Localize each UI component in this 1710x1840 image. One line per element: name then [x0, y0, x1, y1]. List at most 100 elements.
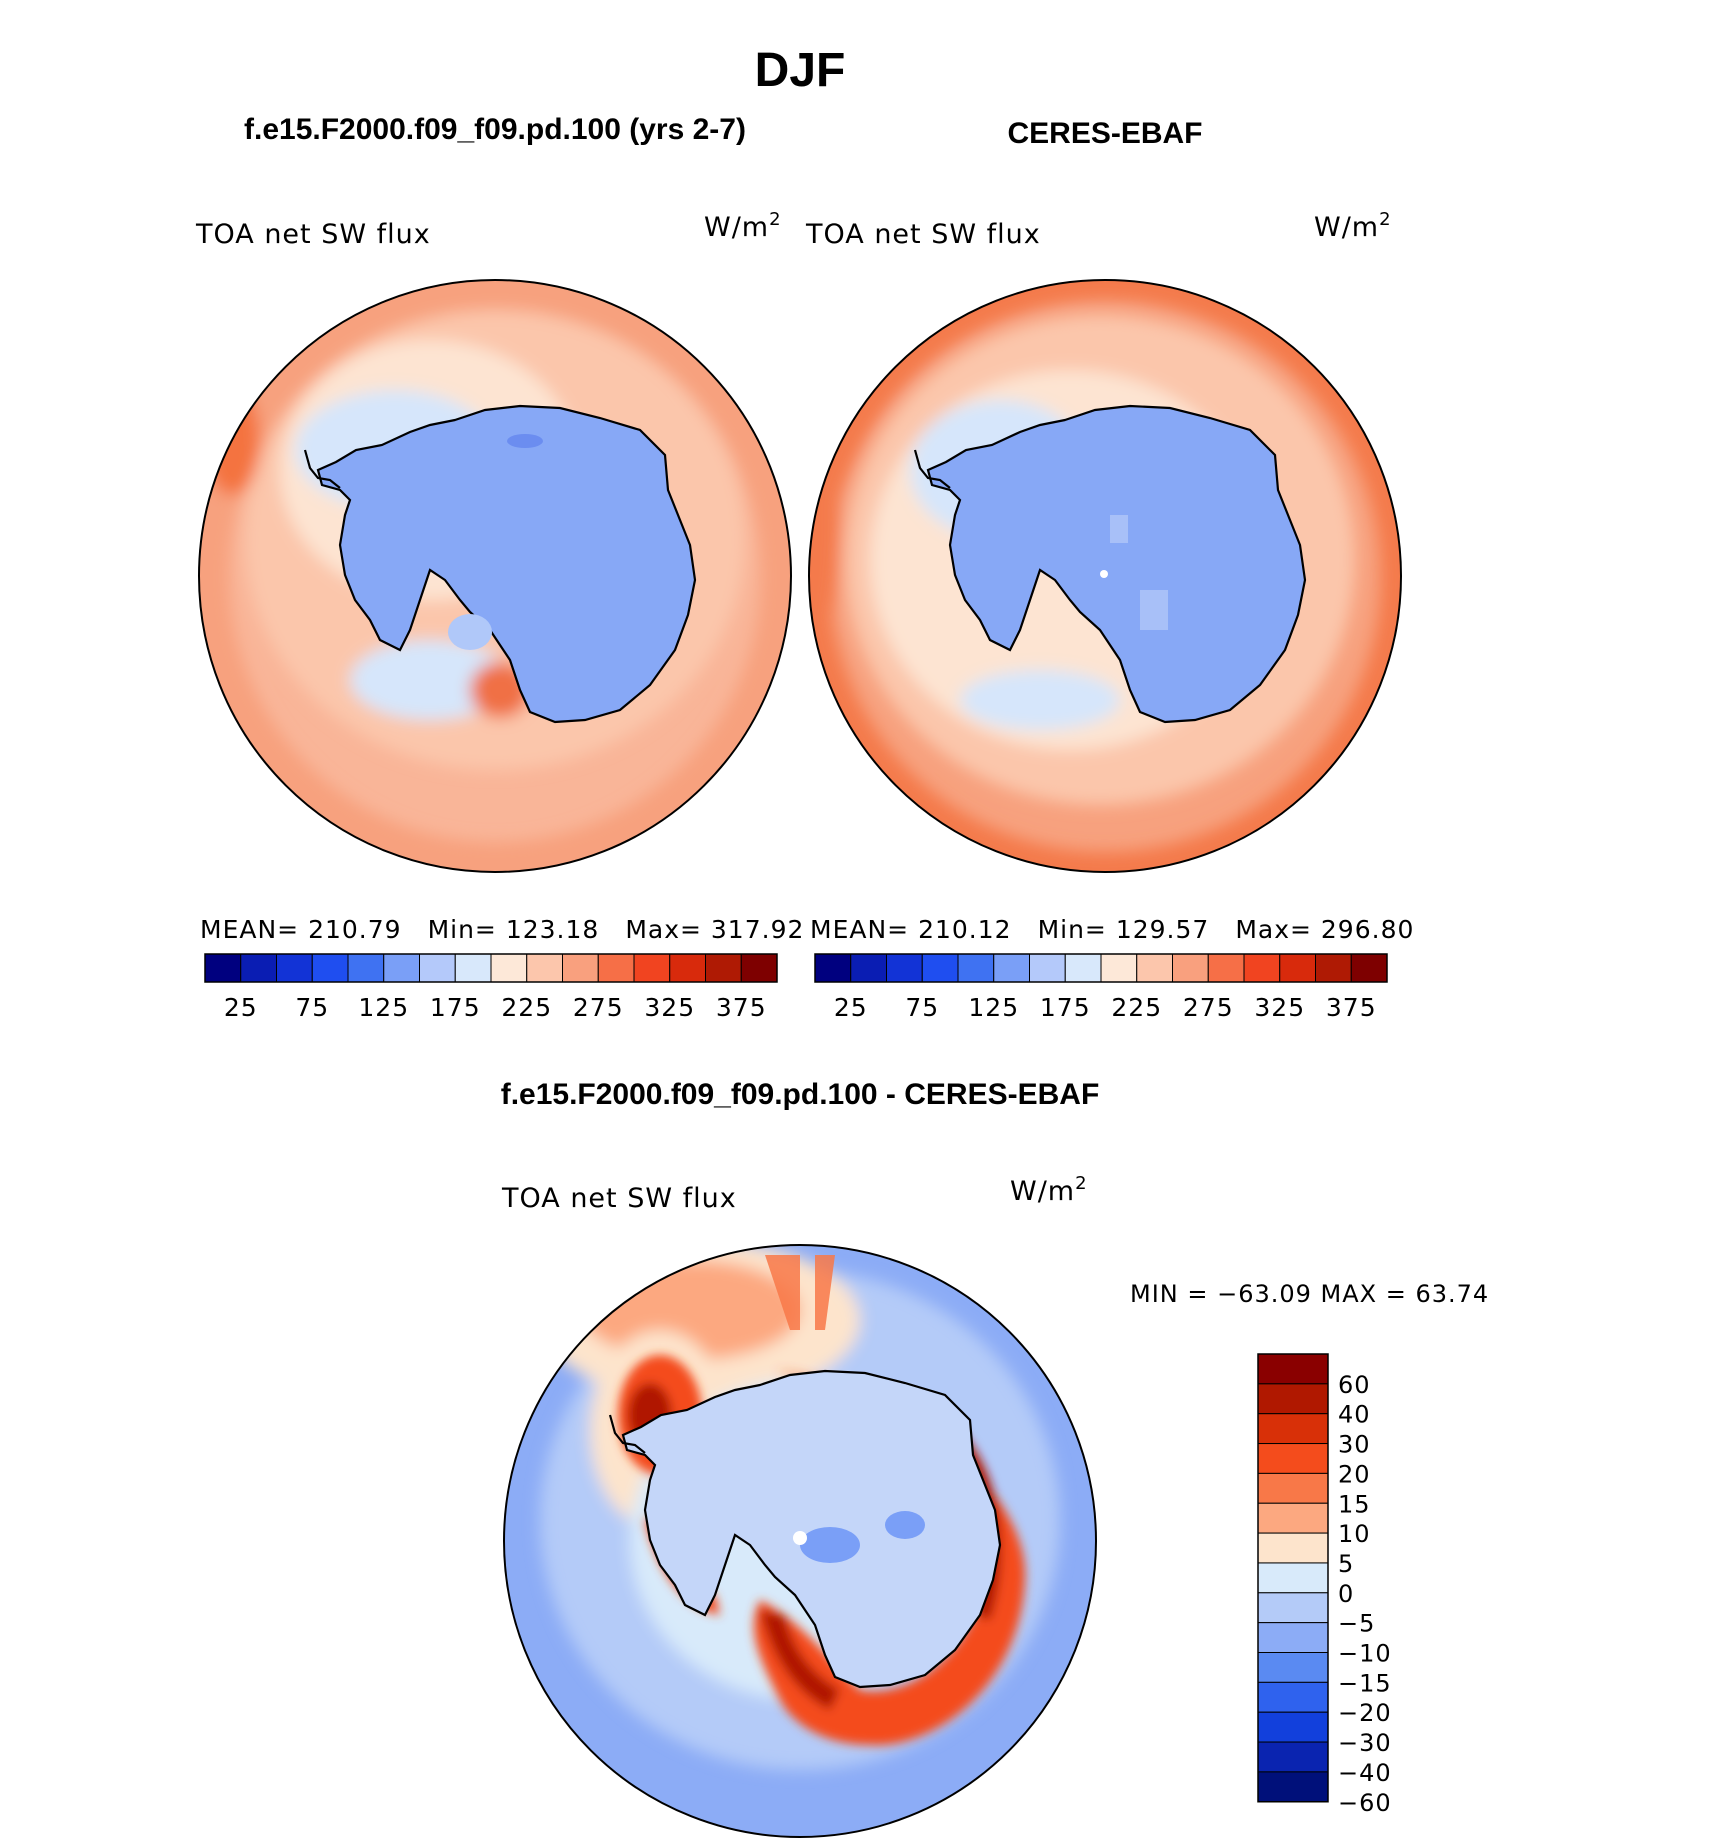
cbar-model-tick-label: 125 [358, 993, 409, 1022]
cbar-obs-swatch-3 [921, 953, 959, 983]
cbar-diff-tick-label: 0 [1338, 1580, 1354, 1608]
panel-obs-variable: TOA net SW flux [805, 219, 1041, 250]
cbar-obs-swatch-9 [1136, 953, 1173, 983]
cbar-model-swatch-1 [240, 953, 277, 983]
cbar-obs-tick-label: 275 [1183, 993, 1234, 1022]
cbar-diff-tick-label: 60 [1338, 1371, 1371, 1399]
panel-diff-variable: TOA net SW flux [501, 1183, 737, 1214]
cbar-obs-swatch-14 [1315, 953, 1352, 983]
cbar-model-tick-label: 375 [716, 993, 767, 1022]
cbar-obs-swatch-6 [1029, 953, 1066, 983]
cbar-model-swatch-3 [311, 953, 349, 983]
cbar-model-tick-label: 75 [295, 993, 329, 1022]
page-title: DJF [755, 44, 846, 97]
cbar-model-swatch-11 [597, 953, 635, 983]
panel-diff-map [504, 1245, 1096, 1837]
cbar-diff-tick-label: −60 [1338, 1789, 1392, 1817]
panel-obs-map [809, 280, 1401, 872]
cbar-obs-swatch-8 [1100, 953, 1138, 983]
cbar-obs-swatch-15 [1350, 953, 1388, 983]
cbar-model-swatch-10 [562, 953, 599, 983]
cbar-diff-swatch-14 [1257, 1771, 1329, 1803]
panel-diff: f.e15.F2000.f09_f09.pd.100 - CERES-EBAF … [501, 1078, 1489, 1838]
cbar-model-tick-label: 25 [224, 993, 258, 1022]
cbar-obs-swatch-12 [1243, 953, 1281, 983]
cbar-model-swatch-7 [454, 953, 492, 983]
panel-obs-units: W/m2 [1314, 209, 1392, 243]
cbar-diff-swatch-7 [1257, 1562, 1329, 1594]
cbar-model-swatch-5 [383, 953, 420, 983]
cbar-model-swatch-12 [633, 953, 671, 983]
cbar-model-swatch-2 [276, 953, 313, 983]
cbar-model-tick-label: 175 [430, 993, 481, 1022]
panel-obs-stats: MEAN= 210.12 Min= 129.57 Max= 296.80 [810, 915, 1414, 944]
panel-model-map [199, 280, 791, 872]
panel-diff-units: W/m2 [1010, 1173, 1088, 1207]
cbar-diff-swatch-1 [1257, 1383, 1329, 1415]
panel-obs-colorbar: 25 75 125 175 225 275 325 375 [814, 953, 1388, 1022]
cbar-diff-swatch-3 [1257, 1443, 1329, 1474]
cbar-diff-tick-label: 15 [1338, 1490, 1371, 1518]
cbar-diff-swatch-9 [1257, 1622, 1329, 1654]
cbar-diff-tick-label: 20 [1338, 1460, 1371, 1488]
cbar-diff-tick-label: 5 [1338, 1550, 1354, 1578]
panel-model-variable: TOA net SW flux [195, 219, 431, 250]
cbar-diff-swatch-5 [1257, 1502, 1329, 1534]
panel-model-title: f.e15.F2000.f09_f09.pd.100 (yrs 2-7) [244, 113, 746, 146]
cbar-model-swatch-15 [740, 953, 778, 983]
cbar-obs-swatch-2 [886, 953, 923, 983]
panel-diff-stats: MIN = −63.09 MAX = 63.74 [1130, 1280, 1489, 1308]
cbar-model-swatch-0 [204, 953, 242, 983]
cbar-model-swatch-9 [526, 953, 563, 983]
panel-obs-title: CERES-EBAF [1007, 117, 1202, 150]
cbar-diff-swatch-10 [1257, 1652, 1329, 1683]
cbar-obs-tick-label: 75 [905, 993, 939, 1022]
cbar-diff-tick-label: −40 [1338, 1759, 1392, 1787]
cbar-obs-swatch-0 [814, 953, 852, 983]
panel-model-stats: MEAN= 210.79 Min= 123.18 Max= 317.92 [200, 915, 804, 944]
cbar-model-swatch-13 [669, 953, 706, 983]
cbar-obs-tick-label: 375 [1326, 993, 1377, 1022]
cbar-diff-swatch-0 [1257, 1353, 1329, 1385]
cbar-diff-tick-label: −15 [1338, 1669, 1392, 1697]
cbar-diff-tick-label: −5 [1338, 1610, 1375, 1638]
cbar-diff-swatch-12 [1257, 1711, 1329, 1743]
cbar-obs-swatch-1 [850, 953, 887, 983]
cbar-obs-tick-label: 25 [834, 993, 868, 1022]
cbar-model-swatch-4 [347, 953, 385, 983]
cbar-diff-swatch-4 [1257, 1472, 1329, 1504]
cbar-obs-swatch-5 [993, 953, 1030, 983]
panel-model-units: W/m2 [704, 209, 782, 243]
cbar-obs-swatch-7 [1064, 953, 1102, 983]
cbar-model-tick-label: 225 [501, 993, 552, 1022]
cbar-obs-swatch-11 [1207, 953, 1245, 983]
cbar-diff-tick-label: 10 [1338, 1520, 1371, 1548]
cbar-model-tick-label: 325 [644, 993, 695, 1022]
cbar-diff-tick-label: −20 [1338, 1699, 1392, 1727]
cbar-obs-swatch-10 [1172, 953, 1209, 983]
cbar-model-swatch-6 [419, 953, 456, 983]
cbar-obs-tick-label: 125 [968, 993, 1019, 1022]
cbar-obs-tick-label: 225 [1111, 993, 1162, 1022]
cbar-diff-tick-label: −10 [1338, 1640, 1392, 1668]
cbar-obs-swatch-13 [1279, 953, 1316, 983]
cbar-model-swatch-14 [705, 953, 742, 983]
panel-model-colorbar: 25 75 125 175 225 275 325 375 [204, 953, 778, 1022]
cbar-diff-swatch-2 [1257, 1413, 1329, 1445]
cbar-diff-tick-label: −30 [1338, 1729, 1392, 1757]
cbar-diff-tick-label: 40 [1338, 1401, 1371, 1429]
cbar-obs-tick-label: 325 [1254, 993, 1305, 1022]
cbar-obs-tick-label: 175 [1040, 993, 1091, 1022]
cbar-diff-swatch-11 [1257, 1681, 1329, 1713]
cbar-diff-swatch-13 [1257, 1741, 1329, 1773]
panel-model: f.e15.F2000.f09_f09.pd.100 (yrs 2-7) TOA… [195, 113, 804, 1022]
cbar-diff-swatch-8 [1257, 1592, 1329, 1624]
cbar-model-swatch-8 [490, 953, 528, 983]
cbar-obs-swatch-4 [957, 953, 995, 983]
cbar-model-tick-label: 275 [573, 993, 624, 1022]
cbar-diff-tick-label: 30 [1338, 1431, 1371, 1459]
cbar-diff-swatch-6 [1257, 1532, 1329, 1564]
panel-diff-title: f.e15.F2000.f09_f09.pd.100 - CERES-EBAF [501, 1078, 1100, 1111]
